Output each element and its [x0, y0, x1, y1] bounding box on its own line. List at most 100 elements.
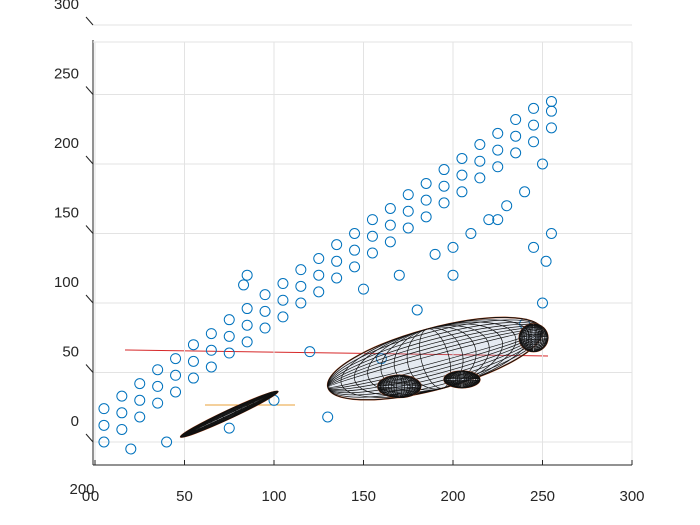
- scatter-point: [402, 189, 414, 201]
- scatter-point: [277, 311, 289, 323]
- scatter-point: [492, 144, 504, 156]
- ellipsoid-edge: [443, 370, 481, 389]
- scatter-point: [134, 378, 146, 390]
- scatter-point: [331, 272, 343, 284]
- scatter-point: [125, 443, 137, 455]
- x-tick-label: 50: [176, 488, 193, 505]
- scatter-point: [349, 261, 361, 273]
- fit-line: [124, 349, 549, 357]
- scatter-point: [358, 283, 369, 295]
- scatter-point: [528, 102, 540, 114]
- scatter-point: [98, 419, 110, 431]
- scatter-point: [510, 147, 522, 159]
- scatter-point: [438, 180, 450, 192]
- scatter-point: [116, 407, 128, 419]
- scatter-point: [152, 380, 164, 392]
- scatter-point: [528, 136, 540, 148]
- ellipsoid: [179, 390, 279, 438]
- scatter-point: [187, 355, 199, 367]
- x-tick-label: 250: [530, 488, 555, 505]
- x-tick-label: 0: [91, 488, 99, 505]
- scatter-point: [277, 294, 289, 306]
- scatter-point: [331, 239, 343, 251]
- scatter-point: [528, 241, 540, 253]
- scatter-point: [98, 436, 110, 448]
- scatter-point: [420, 211, 432, 223]
- scatter-point: [540, 255, 552, 267]
- scatter-point: [510, 114, 522, 126]
- scatter-point: [98, 403, 110, 415]
- scatter-point: [510, 130, 522, 142]
- y-tick: [85, 294, 94, 304]
- scatter-point: [474, 172, 486, 184]
- scatter-point: [259, 289, 271, 301]
- scatter-point: [116, 423, 128, 435]
- scatter-point: [429, 248, 441, 260]
- scatter-point: [456, 186, 468, 198]
- scatter-point: [545, 228, 557, 239]
- scatter-point: [223, 347, 235, 359]
- scatter-point: [170, 353, 182, 365]
- scatter-point: [116, 390, 128, 402]
- scatter-point: [447, 241, 459, 253]
- scatter-point: [313, 286, 325, 298]
- scatter-point: [528, 119, 540, 131]
- scatter-point: [474, 155, 486, 167]
- ellipsoid: [443, 370, 481, 389]
- scatter-point: [456, 152, 468, 164]
- scatter-point: [384, 202, 396, 214]
- scatter-point: [223, 422, 235, 434]
- scatter-point: [161, 436, 173, 448]
- scatter-point: [519, 186, 531, 198]
- scatter-point: [366, 214, 378, 226]
- scatter-point: [241, 269, 253, 281]
- scatter-point: [205, 328, 217, 340]
- scatter-point: [295, 264, 307, 276]
- scatter-point: [205, 361, 217, 373]
- scatter-point: [537, 158, 548, 170]
- y-tick-label: 200: [54, 135, 79, 152]
- scatter-point: [331, 255, 343, 267]
- scatter-point: [170, 369, 182, 381]
- scatter-point: [438, 197, 450, 209]
- scatter-point: [313, 269, 325, 281]
- scatter-point: [241, 303, 253, 315]
- scatter-point: [304, 346, 316, 358]
- ellipsoid: [518, 323, 549, 353]
- scatter-point: [295, 297, 307, 309]
- scatter-point: [501, 200, 513, 212]
- scatter-point: [366, 230, 378, 242]
- ellipsoid-edge: [518, 323, 549, 353]
- scatter-point: [492, 161, 504, 173]
- scatter-point: [259, 305, 271, 317]
- x-tick-label: 300: [619, 488, 644, 505]
- scatter-point: [238, 279, 250, 291]
- x-tick-label: 150: [351, 488, 376, 505]
- scatter-point: [152, 397, 164, 409]
- scatter-point: [349, 228, 361, 239]
- z-tick-label: 0: [82, 488, 90, 505]
- y-tick-label: 250: [54, 65, 79, 82]
- scatter-point: [384, 219, 396, 231]
- scatter-point: [366, 247, 378, 259]
- scatter-point: [492, 214, 504, 226]
- y-tick-label: 100: [54, 274, 79, 291]
- scatter-point: [205, 344, 217, 356]
- scatter-point: [545, 105, 557, 117]
- scatter-point: [483, 214, 495, 226]
- scatter-point: [187, 372, 199, 384]
- y-tick: [85, 364, 94, 373]
- scatter-point: [393, 269, 405, 281]
- scatter-point: [420, 177, 432, 189]
- scatter-point: [456, 169, 468, 181]
- scatter-point: [349, 244, 361, 256]
- scatter-point: [259, 322, 271, 334]
- scatter-point: [447, 269, 459, 281]
- scatter-point: [223, 314, 235, 326]
- y-tick: [85, 16, 94, 26]
- x-tick-label: 100: [261, 488, 286, 505]
- scatter-point: [322, 411, 334, 423]
- scatter-point: [134, 394, 146, 406]
- scatter-point: [492, 127, 504, 139]
- y-tick-label: 0: [71, 413, 79, 430]
